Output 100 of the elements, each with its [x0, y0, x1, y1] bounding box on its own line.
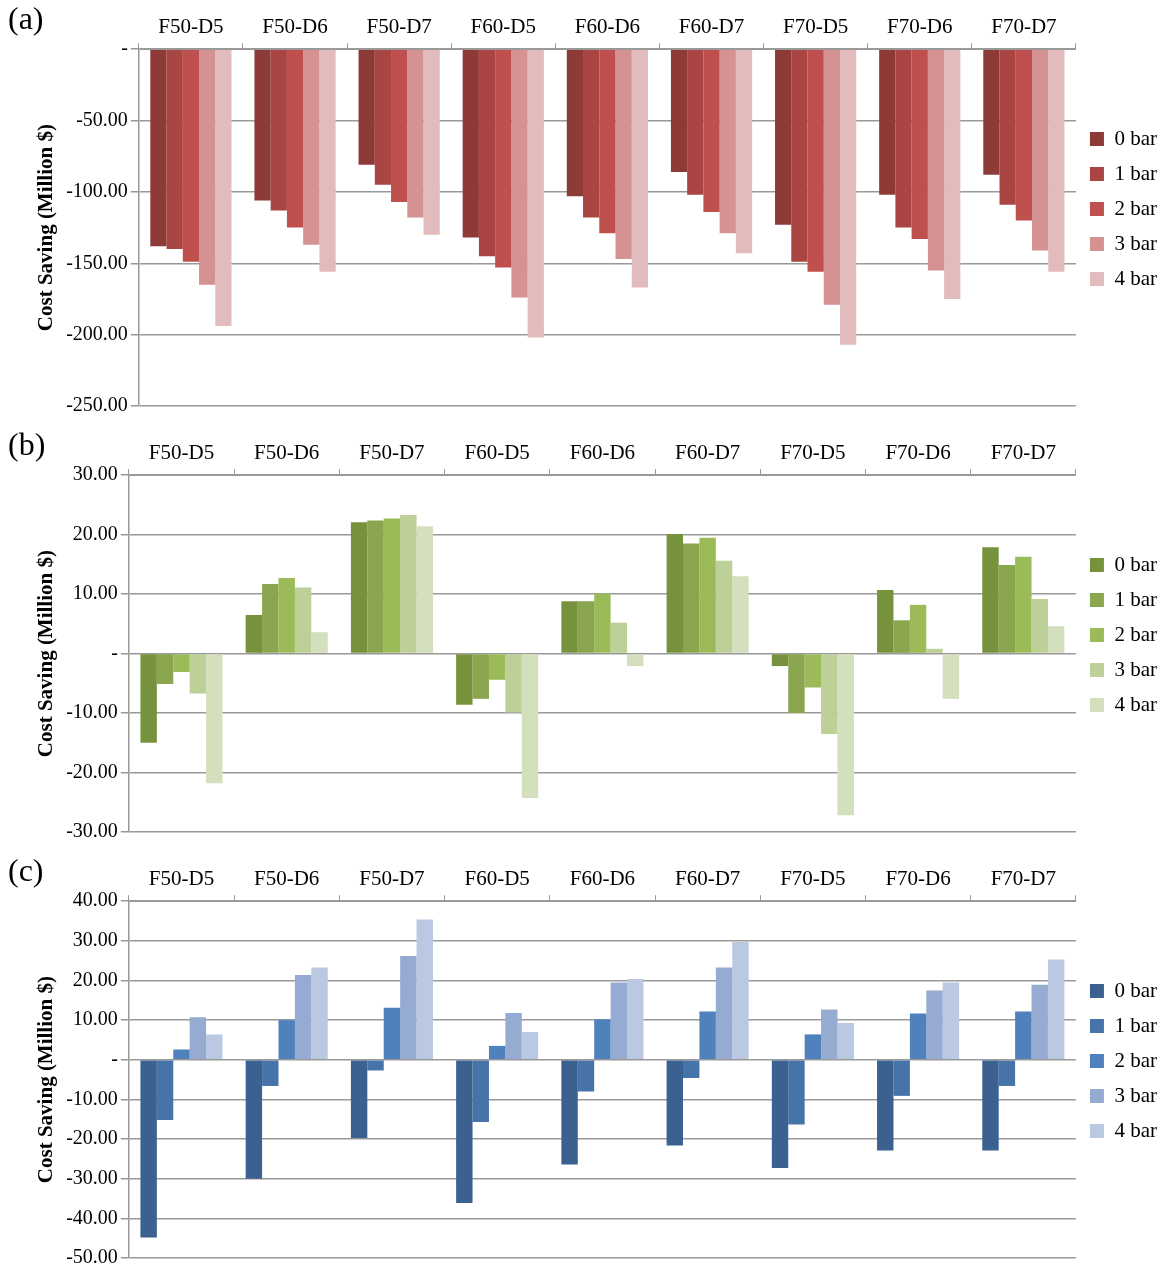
x-tick-label: F50-D7 [359, 866, 425, 891]
y-tick-label: - [111, 1047, 118, 1070]
bar [561, 601, 578, 653]
y-tick-label: -30.00 [66, 819, 118, 842]
bar [594, 593, 611, 653]
bar [156, 654, 174, 684]
bar [521, 1032, 539, 1060]
bar [577, 1060, 595, 1092]
bar [1031, 598, 1048, 653]
bar [400, 955, 417, 1060]
y-tick-label: -20.00 [66, 1126, 118, 1149]
y-tick-label: -100.00 [66, 179, 128, 202]
bar [505, 1013, 522, 1060]
x-tick-label: F60-D5 [464, 440, 530, 465]
bar [732, 942, 749, 1060]
x-tick-label: F60-D7 [674, 866, 741, 891]
y-tick-label: 10.00 [72, 1007, 118, 1030]
bar [294, 587, 312, 653]
bar [788, 654, 805, 714]
bar [893, 620, 910, 653]
bar [715, 560, 733, 653]
bar [311, 967, 328, 1060]
legend-label: 2 bar [1114, 195, 1158, 220]
bar [278, 578, 295, 653]
bar [416, 526, 433, 653]
bar [577, 601, 595, 653]
bar [982, 547, 999, 653]
x-tick-label: F50-D5 [158, 14, 224, 39]
y-tick-label: -10.00 [66, 1086, 118, 1109]
legend-label: 1 bar [1114, 1012, 1158, 1037]
bar [909, 1013, 927, 1060]
bar [505, 654, 522, 713]
bar [140, 1060, 157, 1238]
x-tick-label: F50-D7 [366, 14, 432, 39]
y-tick-label: -50.00 [76, 107, 128, 130]
bar [771, 654, 789, 667]
x-tick-label: F50-D5 [148, 440, 215, 465]
x-tick-label: F60-D6 [574, 14, 641, 39]
y-tick-label: 20.00 [72, 521, 118, 544]
x-tick-label: F70-D6 [885, 866, 951, 891]
bar [666, 1060, 684, 1146]
legend-label: 2 bar [1114, 621, 1158, 646]
bar [926, 648, 943, 653]
bar [367, 1060, 384, 1071]
bar [821, 1009, 838, 1060]
y-tick-label: -200.00 [66, 321, 128, 344]
bar [472, 1060, 489, 1123]
x-tick-label: F70-D6 [885, 440, 951, 465]
bar [699, 1011, 716, 1060]
bar [488, 654, 506, 680]
bar [140, 654, 157, 743]
bar [732, 576, 749, 653]
bar [788, 1060, 805, 1125]
bar [262, 584, 279, 653]
bar [666, 534, 684, 653]
bar [610, 982, 628, 1060]
bar [627, 654, 644, 667]
x-tick-label: F50-D6 [254, 440, 320, 465]
x-tick-label: F50-D6 [262, 14, 328, 39]
y-tick-label: 30.00 [72, 928, 118, 951]
y-tick-label: 10.00 [72, 581, 118, 604]
x-tick-label: F60-D7 [674, 440, 741, 465]
bar [683, 543, 700, 653]
bar [262, 1060, 279, 1086]
bar [982, 1060, 999, 1151]
x-tick-label: F70-D7 [991, 14, 1057, 39]
y-tick-label: -150.00 [66, 250, 128, 273]
bar [821, 654, 838, 734]
x-tick-label: F70-D5 [782, 14, 849, 39]
legend-label: 3 bar [1114, 230, 1158, 255]
bar [683, 1060, 700, 1079]
y-tick-label: -30.00 [66, 1165, 118, 1188]
legend-label: 4 bar [1114, 1117, 1158, 1142]
bar [837, 1022, 854, 1060]
bar [400, 515, 417, 653]
bar [456, 1060, 473, 1203]
x-tick-label: F60-D6 [569, 440, 636, 465]
bar [350, 1060, 368, 1138]
bar [1031, 984, 1048, 1060]
bar [1015, 556, 1032, 653]
bar [383, 518, 401, 653]
x-tick-label: F60-D6 [569, 866, 636, 891]
bar [278, 1020, 295, 1060]
bar [189, 1017, 207, 1060]
x-tick-label: F60-D5 [464, 866, 530, 891]
x-tick-label: F50-D6 [254, 866, 320, 891]
bar [771, 1060, 789, 1169]
y-tick-label: 40.00 [72, 888, 118, 911]
bar [942, 654, 960, 699]
bar [367, 520, 384, 653]
bar [909, 604, 927, 653]
y-tick-label: 20.00 [72, 967, 118, 990]
bar [294, 974, 312, 1060]
bar [942, 982, 960, 1060]
legend-label: 3 bar [1114, 1082, 1158, 1107]
text: (a) [8, 0, 44, 37]
bar [877, 1060, 894, 1151]
x-tick-label: F50-D7 [359, 440, 425, 465]
x-tick-label: F70-D5 [780, 440, 846, 465]
bar [998, 565, 1016, 653]
